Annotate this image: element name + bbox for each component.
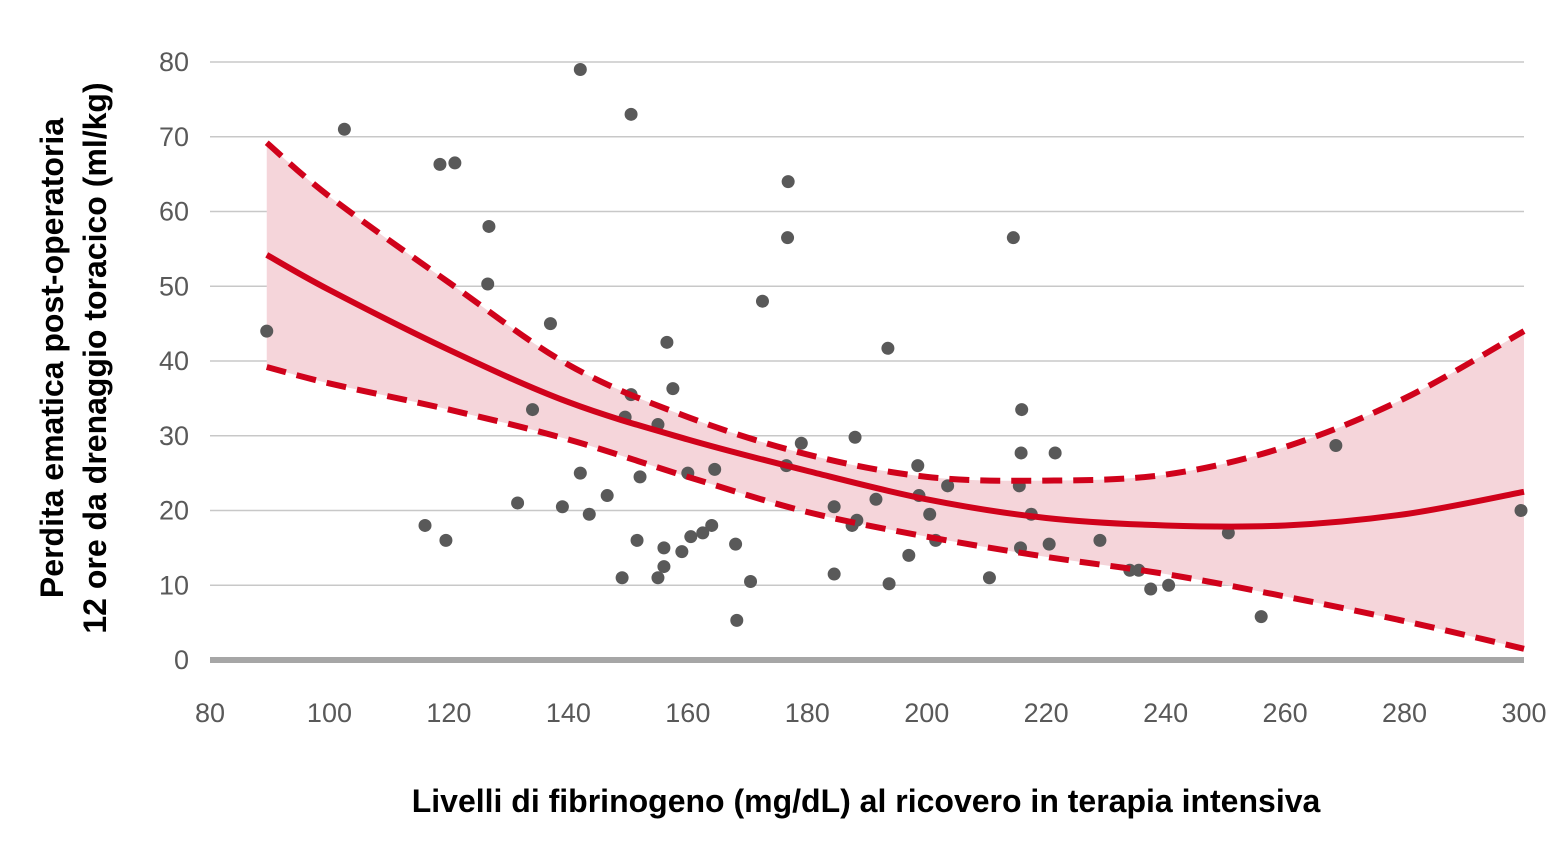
data-point-4: [439, 533, 453, 547]
x-tick-label-220: 220: [1024, 698, 1069, 728]
x-tick-label-120: 120: [426, 698, 471, 728]
data-point-68: [1144, 582, 1158, 596]
data-point-32: [705, 518, 719, 532]
y-tick-label-80: 80: [159, 47, 189, 77]
x-tick-label-280: 280: [1382, 698, 1427, 728]
data-point-53: [923, 507, 937, 521]
data-point-2: [418, 518, 432, 532]
data-point-71: [1254, 610, 1268, 624]
data-point-57: [1006, 231, 1020, 245]
x-tick-label-240: 240: [1143, 698, 1188, 728]
data-point-9: [526, 403, 540, 417]
data-point-26: [660, 335, 674, 349]
x-axis-title: Livelli di fibrinogeno (mg/dL) al ricove…: [412, 783, 1321, 819]
x-tick-label-180: 180: [785, 698, 830, 728]
data-point-70: [1221, 526, 1235, 540]
data-point-55: [941, 479, 955, 493]
data-point-14: [582, 507, 596, 521]
data-point-33: [708, 462, 722, 476]
confidence-band: [266, 142, 1524, 649]
data-point-42: [827, 500, 841, 514]
y-tick-label-20: 20: [159, 496, 189, 526]
data-point-24: [657, 560, 671, 574]
data-point-72: [1329, 438, 1343, 452]
data-point-27: [666, 382, 680, 396]
y-tick-label-70: 70: [159, 122, 189, 152]
y-tick-label-40: 40: [159, 346, 189, 376]
y-tick-label-30: 30: [159, 421, 189, 451]
data-point-28: [675, 545, 689, 559]
data-point-7: [482, 219, 496, 233]
data-point-73: [1514, 504, 1528, 517]
data-point-35: [730, 613, 744, 627]
data-point-61: [1015, 403, 1029, 417]
data-point-30: [684, 530, 698, 544]
data-point-10: [543, 317, 557, 331]
ci-lower-line: [265, 364, 1525, 652]
data-point-47: [869, 492, 883, 506]
data-point-41: [794, 436, 808, 450]
y-tick-label-10: 10: [159, 570, 189, 600]
data-point-11: [555, 500, 569, 514]
data-point-31: [696, 526, 710, 540]
data-point-69: [1162, 578, 1176, 592]
data-point-20: [630, 533, 644, 547]
data-point-25: [657, 541, 671, 555]
confidence-band-area: [266, 142, 1524, 649]
data-point-6: [481, 277, 495, 291]
data-point-8: [511, 496, 525, 510]
data-point-0: [260, 324, 274, 338]
data-point-60: [1014, 446, 1028, 460]
data-point-12: [573, 62, 587, 76]
x-tick-label-80: 80: [195, 698, 225, 728]
data-point-34: [729, 537, 743, 551]
y-tick-label-60: 60: [159, 197, 189, 227]
data-point-43: [827, 567, 841, 581]
y-tick-labels: 0 10 20 30 40 50 60 70 80: [159, 47, 189, 675]
data-point-21: [633, 470, 647, 484]
x-tick-label-160: 160: [665, 698, 710, 728]
data-point-13: [573, 466, 587, 480]
fit-curve: [265, 252, 1525, 530]
data-point-15: [600, 489, 614, 503]
y-tick-label-50: 50: [159, 271, 189, 301]
data-point-67: [1132, 563, 1146, 577]
data-point-49: [882, 577, 896, 591]
y-tick-label-0: 0: [174, 645, 189, 675]
x-tick-label-260: 260: [1263, 698, 1308, 728]
data-point-16: [615, 571, 629, 585]
x-tick-labels: 80 100 120 140 160 180 200 220 240 260 280 300: [195, 698, 1547, 728]
data-point-45: [848, 430, 862, 444]
y-axis-title-line-2: 12 ore da drenaggio toracico (ml/kg): [77, 82, 113, 633]
data-point-63: [1042, 537, 1056, 551]
data-point-50: [902, 548, 916, 562]
data-point-3: [433, 157, 447, 171]
x-tick-label-140: 140: [546, 698, 591, 728]
data-point-36: [744, 575, 758, 589]
data-point-40: [781, 175, 795, 189]
x-tick-label-100: 100: [307, 698, 352, 728]
data-point-65: [1093, 533, 1107, 547]
data-point-51: [911, 459, 925, 473]
data-point-37: [755, 294, 769, 308]
x-tick-label-300: 300: [1501, 698, 1546, 728]
y-axis-title-line-1: Perdita ematica post-operatoria: [34, 118, 70, 598]
ci-upper-line: [264, 140, 1526, 484]
data-point-56: [982, 571, 996, 585]
data-point-5: [448, 156, 462, 170]
fit-lines: [264, 140, 1526, 652]
data-point-1: [337, 122, 351, 136]
data-point-64: [1048, 446, 1062, 460]
data-point-18: [624, 107, 638, 121]
x-tick-label-200: 200: [904, 698, 949, 728]
data-point-48: [881, 341, 895, 355]
data-point-39: [781, 231, 795, 245]
data-point-22: [651, 571, 665, 585]
